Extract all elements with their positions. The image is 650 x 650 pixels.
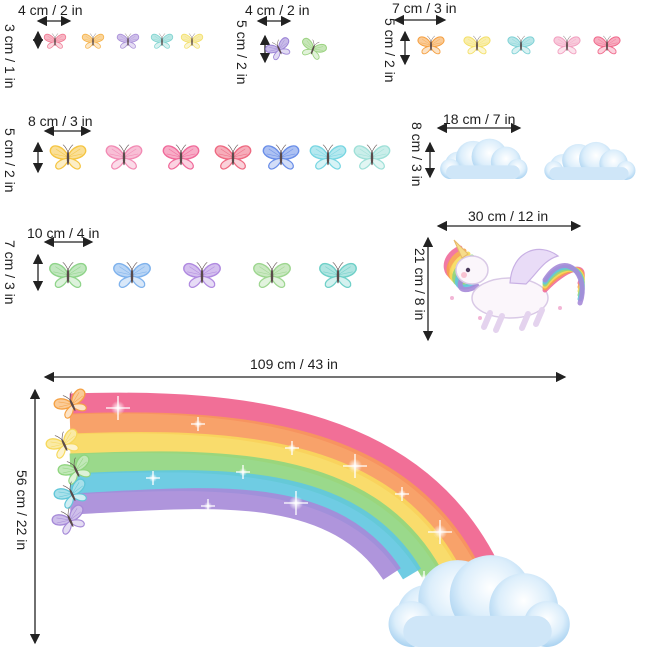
butterfly: [113, 262, 151, 288]
rainbow-height-label: 56 cm / 22 in: [14, 470, 30, 551]
rainbow-band: [69, 431, 462, 579]
cloud: [544, 141, 636, 180]
butterfly: [507, 35, 535, 55]
sparkle: [428, 520, 452, 544]
cloud: [440, 138, 528, 179]
butterfly: [417, 35, 445, 55]
butterfly: [214, 144, 252, 170]
sparkle: [285, 441, 299, 455]
rainbow-band: [69, 470, 421, 580]
g2-height-label: 5 cm / 2 in: [234, 20, 250, 85]
butterfly: [51, 504, 85, 535]
g3-width-label: 7 cm / 3 in: [392, 0, 457, 16]
g1-height-label: 3 cm / 1 in: [2, 24, 18, 89]
sparkle: [284, 491, 308, 515]
rainbow-band: [69, 392, 502, 579]
unicorn-height-label: 21 cm / 8 in: [412, 248, 428, 321]
butterfly: [301, 37, 327, 60]
butterfly: [162, 144, 200, 170]
butterfly: [81, 33, 105, 49]
g3-height-label: 5 cm / 2 in: [382, 18, 398, 83]
dimension-arrows: [29, 14, 582, 645]
butterfly: [105, 144, 143, 170]
sparkle: [343, 454, 367, 478]
butterfly: [180, 33, 204, 49]
g4-width-label: 8 cm / 3 in: [28, 113, 93, 129]
rainbow-band: [69, 451, 442, 580]
sparkle: [106, 396, 130, 420]
sparkle: [395, 487, 409, 501]
rainbow-width-label: 109 cm / 43 in: [250, 356, 338, 372]
butterfly: [253, 262, 291, 288]
butterfly: [593, 35, 621, 55]
butterfly: [150, 33, 174, 49]
butterfly: [45, 428, 79, 459]
butterfly: [53, 388, 87, 419]
butterfly-stickers: [43, 33, 621, 288]
rainbow-sticker: [45, 388, 570, 647]
butterfly: [553, 35, 581, 55]
unicorn-width-label: 30 cm / 12 in: [468, 208, 549, 224]
butterfly: [264, 37, 291, 61]
butterfly: [183, 262, 221, 288]
clouds-height-label: 8 cm / 3 in: [409, 122, 425, 187]
butterfly: [463, 35, 491, 55]
unicorn-sticker: [443, 239, 585, 333]
sparkle: [201, 499, 215, 513]
sparkle: [146, 471, 160, 485]
g2-width-label: 4 cm / 2 in: [245, 2, 310, 18]
cloud-stickers: [440, 138, 636, 180]
butterfly: [49, 262, 87, 288]
butterfly: [116, 33, 140, 49]
butterfly: [53, 478, 87, 509]
cloud: [388, 555, 570, 647]
g4-height-label: 5 cm / 2 in: [2, 128, 18, 193]
butterfly: [319, 262, 357, 288]
butterfly: [353, 144, 391, 170]
g5-height-label: 7 cm / 3 in: [2, 240, 18, 305]
sparkle: [191, 417, 205, 431]
butterfly: [262, 144, 300, 170]
g1-width-label: 4 cm / 2 in: [18, 2, 83, 18]
sparkle: [236, 465, 250, 479]
clouds-width-label: 18 cm / 7 in: [443, 111, 516, 127]
butterfly: [57, 454, 91, 485]
rainbow-band: [69, 488, 401, 580]
rainbow-band: [69, 412, 482, 579]
butterfly: [43, 33, 67, 49]
butterfly: [309, 144, 347, 170]
butterfly: [49, 144, 87, 170]
g5-width-label: 10 cm / 4 in: [27, 225, 100, 241]
